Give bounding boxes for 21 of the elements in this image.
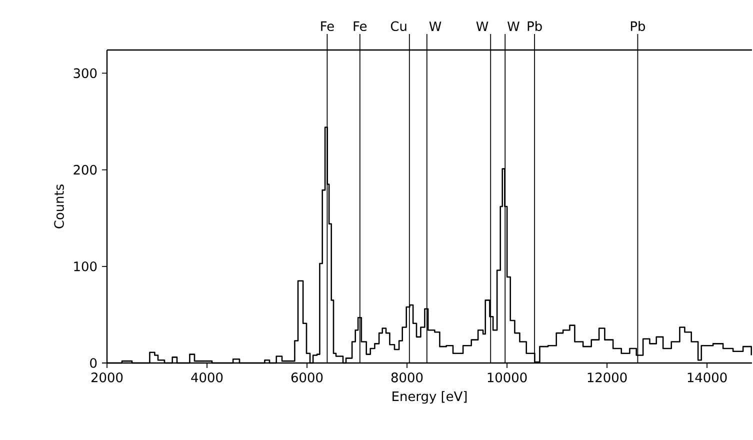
y-tick-label: 200 (74, 164, 97, 175)
ref-line-label: W (429, 22, 442, 32)
x-tick-label: 12000 (588, 372, 627, 382)
ref-line-label: Pb (528, 21, 542, 32)
ref-line-label: Cu (390, 21, 406, 32)
ref-line-label: Pb (630, 21, 646, 32)
ref-line-label: Fe (321, 21, 334, 32)
x-tick-label: 14000 (688, 372, 727, 382)
y-axis-title: Counts (54, 184, 64, 228)
ref-line-label: W (476, 22, 488, 32)
x-tick-label: 2000 (91, 372, 123, 382)
y-tick-label: 300 (74, 68, 97, 78)
x-tick-label: 6000 (291, 372, 323, 382)
x-tick-label: 8000 (391, 372, 423, 382)
ref-line-label: W (507, 22, 520, 32)
x-tick-label: 4000 (191, 372, 223, 382)
ref-line-label: Fe (354, 21, 367, 32)
y-tick-label: 100 (74, 262, 97, 272)
x-axis-title: Energy [eV] (392, 391, 467, 404)
x-tick-label: 10000 (488, 372, 527, 382)
y-tick-label: 0 (90, 358, 97, 368)
